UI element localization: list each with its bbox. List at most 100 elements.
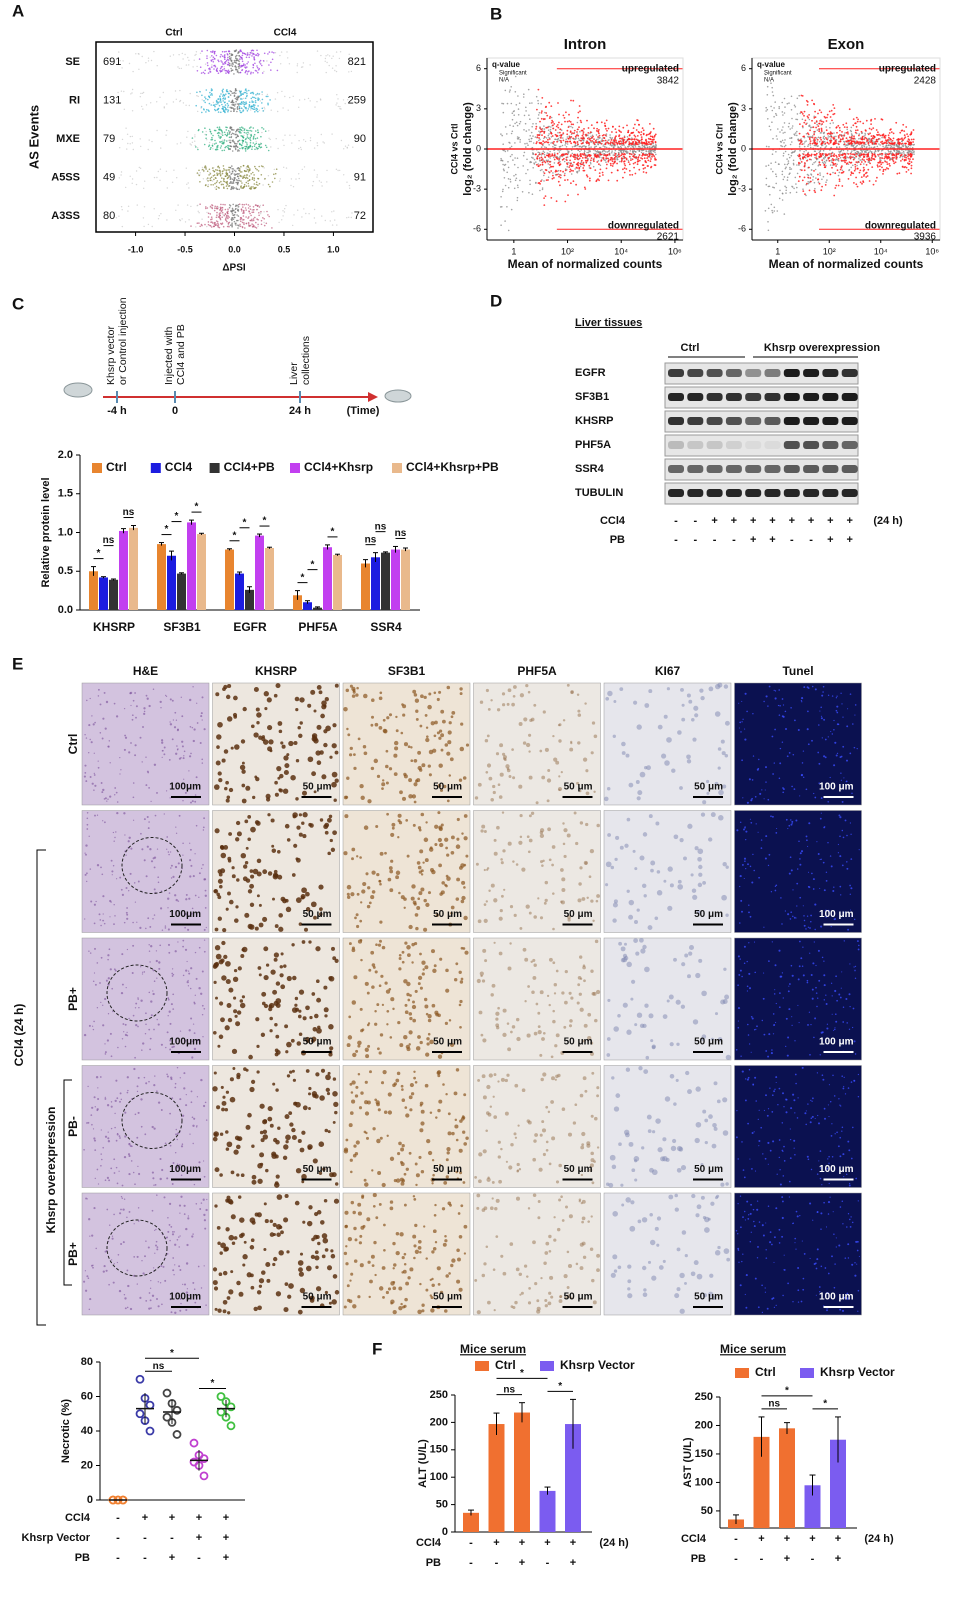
texture-dot	[219, 141, 221, 143]
texture-dot	[250, 186, 253, 188]
texture-dot	[206, 207, 209, 209]
texture-dot	[263, 224, 266, 227]
texture-dot	[249, 136, 252, 139]
texture-dot	[264, 108, 266, 110]
texture-dot	[525, 130, 528, 132]
texture-dot	[797, 180, 800, 183]
texture-dot	[219, 174, 222, 176]
texture-dot	[538, 130, 540, 133]
x-tick-label: 10⁶	[668, 246, 682, 256]
texture-dot	[221, 61, 223, 63]
texture-dot	[784, 163, 786, 166]
texture-dot	[234, 103, 236, 106]
texture-dot	[604, 125, 607, 128]
texture-dot	[210, 216, 213, 218]
texture-dot	[858, 143, 860, 145]
texture-dot	[882, 145, 884, 148]
texture-dot	[781, 139, 784, 142]
texture-dot	[245, 129, 248, 132]
texture-dot	[177, 66, 179, 68]
texture-dot	[121, 209, 123, 211]
texture-dot	[510, 145, 513, 148]
texture-dot	[504, 184, 507, 187]
texture-dot	[236, 108, 239, 110]
texture-dot	[266, 93, 269, 96]
texture-dot	[288, 63, 291, 65]
texture-dot	[519, 138, 521, 141]
texture-dot	[242, 137, 245, 139]
texture-dot	[888, 132, 891, 134]
texture-dot	[236, 105, 239, 108]
texture-dot	[845, 159, 847, 162]
texture-dot	[321, 185, 323, 187]
texture-dot	[208, 95, 210, 97]
texture-dot	[339, 106, 341, 108]
texture-dot	[543, 180, 545, 182]
texture-dot	[770, 203, 773, 206]
texture-dot	[506, 133, 508, 135]
texture-dot	[821, 152, 824, 155]
texture-dot	[566, 153, 569, 156]
texture-dot	[210, 60, 213, 62]
texture-dot	[891, 156, 894, 159]
texture-dot	[542, 171, 545, 173]
texture-dot	[246, 54, 249, 56]
texture-dot	[649, 135, 652, 138]
texture-dot	[205, 168, 207, 170]
texture-dot	[298, 147, 300, 150]
texture-dot	[645, 150, 648, 153]
texture-dot	[614, 149, 617, 152]
texture-dot	[623, 171, 626, 174]
timeline-time: 24 h	[289, 405, 311, 417]
texture-dot	[188, 104, 190, 107]
texture-dot	[556, 157, 558, 160]
texture-dot	[566, 140, 569, 143]
texture-dot	[224, 203, 226, 206]
texture-dot	[903, 130, 906, 133]
texture-dot	[566, 162, 568, 165]
texture-dot	[175, 98, 177, 101]
texture-dot	[547, 176, 550, 178]
texture-dot	[811, 99, 813, 102]
texture-dot	[866, 155, 868, 158]
texture-dot	[511, 112, 514, 114]
texture-dot	[221, 89, 224, 92]
texture-dot	[206, 211, 208, 214]
texture-dot	[241, 98, 243, 100]
texture-dot	[834, 172, 837, 175]
texture-dot	[224, 213, 227, 215]
blot-band	[668, 369, 684, 377]
texture-dot	[539, 164, 542, 166]
texture-dot	[241, 210, 243, 212]
texture-dot	[640, 136, 643, 139]
texture-dot	[554, 133, 557, 136]
texture-dot	[182, 102, 185, 104]
texture-dot	[566, 133, 569, 136]
texture-dot	[206, 170, 209, 172]
texture-dot	[135, 183, 138, 186]
texture-dot	[618, 142, 621, 145]
texture-dot	[833, 107, 836, 109]
texture-dot	[243, 185, 245, 188]
texture-dot	[822, 149, 825, 152]
texture-dot	[321, 215, 323, 217]
blot-band	[783, 393, 800, 401]
texture-dot	[820, 189, 823, 192]
texture-dot	[563, 157, 565, 160]
texture-dot	[634, 146, 637, 148]
texture-dot	[582, 161, 585, 164]
texture-dot	[782, 155, 785, 157]
texture-dot	[814, 187, 816, 190]
texture-dot	[227, 96, 230, 98]
texture-dot	[529, 118, 531, 120]
texture-dot	[249, 205, 251, 208]
texture-dot	[867, 141, 870, 144]
texture-dot	[269, 99, 271, 101]
texture-dot	[863, 138, 865, 141]
blot-band	[783, 417, 800, 425]
texture-dot	[634, 161, 637, 164]
texture-dot	[562, 137, 564, 139]
texture-dot	[566, 120, 569, 123]
texture-dot	[245, 185, 248, 187]
texture-dot	[222, 165, 225, 167]
